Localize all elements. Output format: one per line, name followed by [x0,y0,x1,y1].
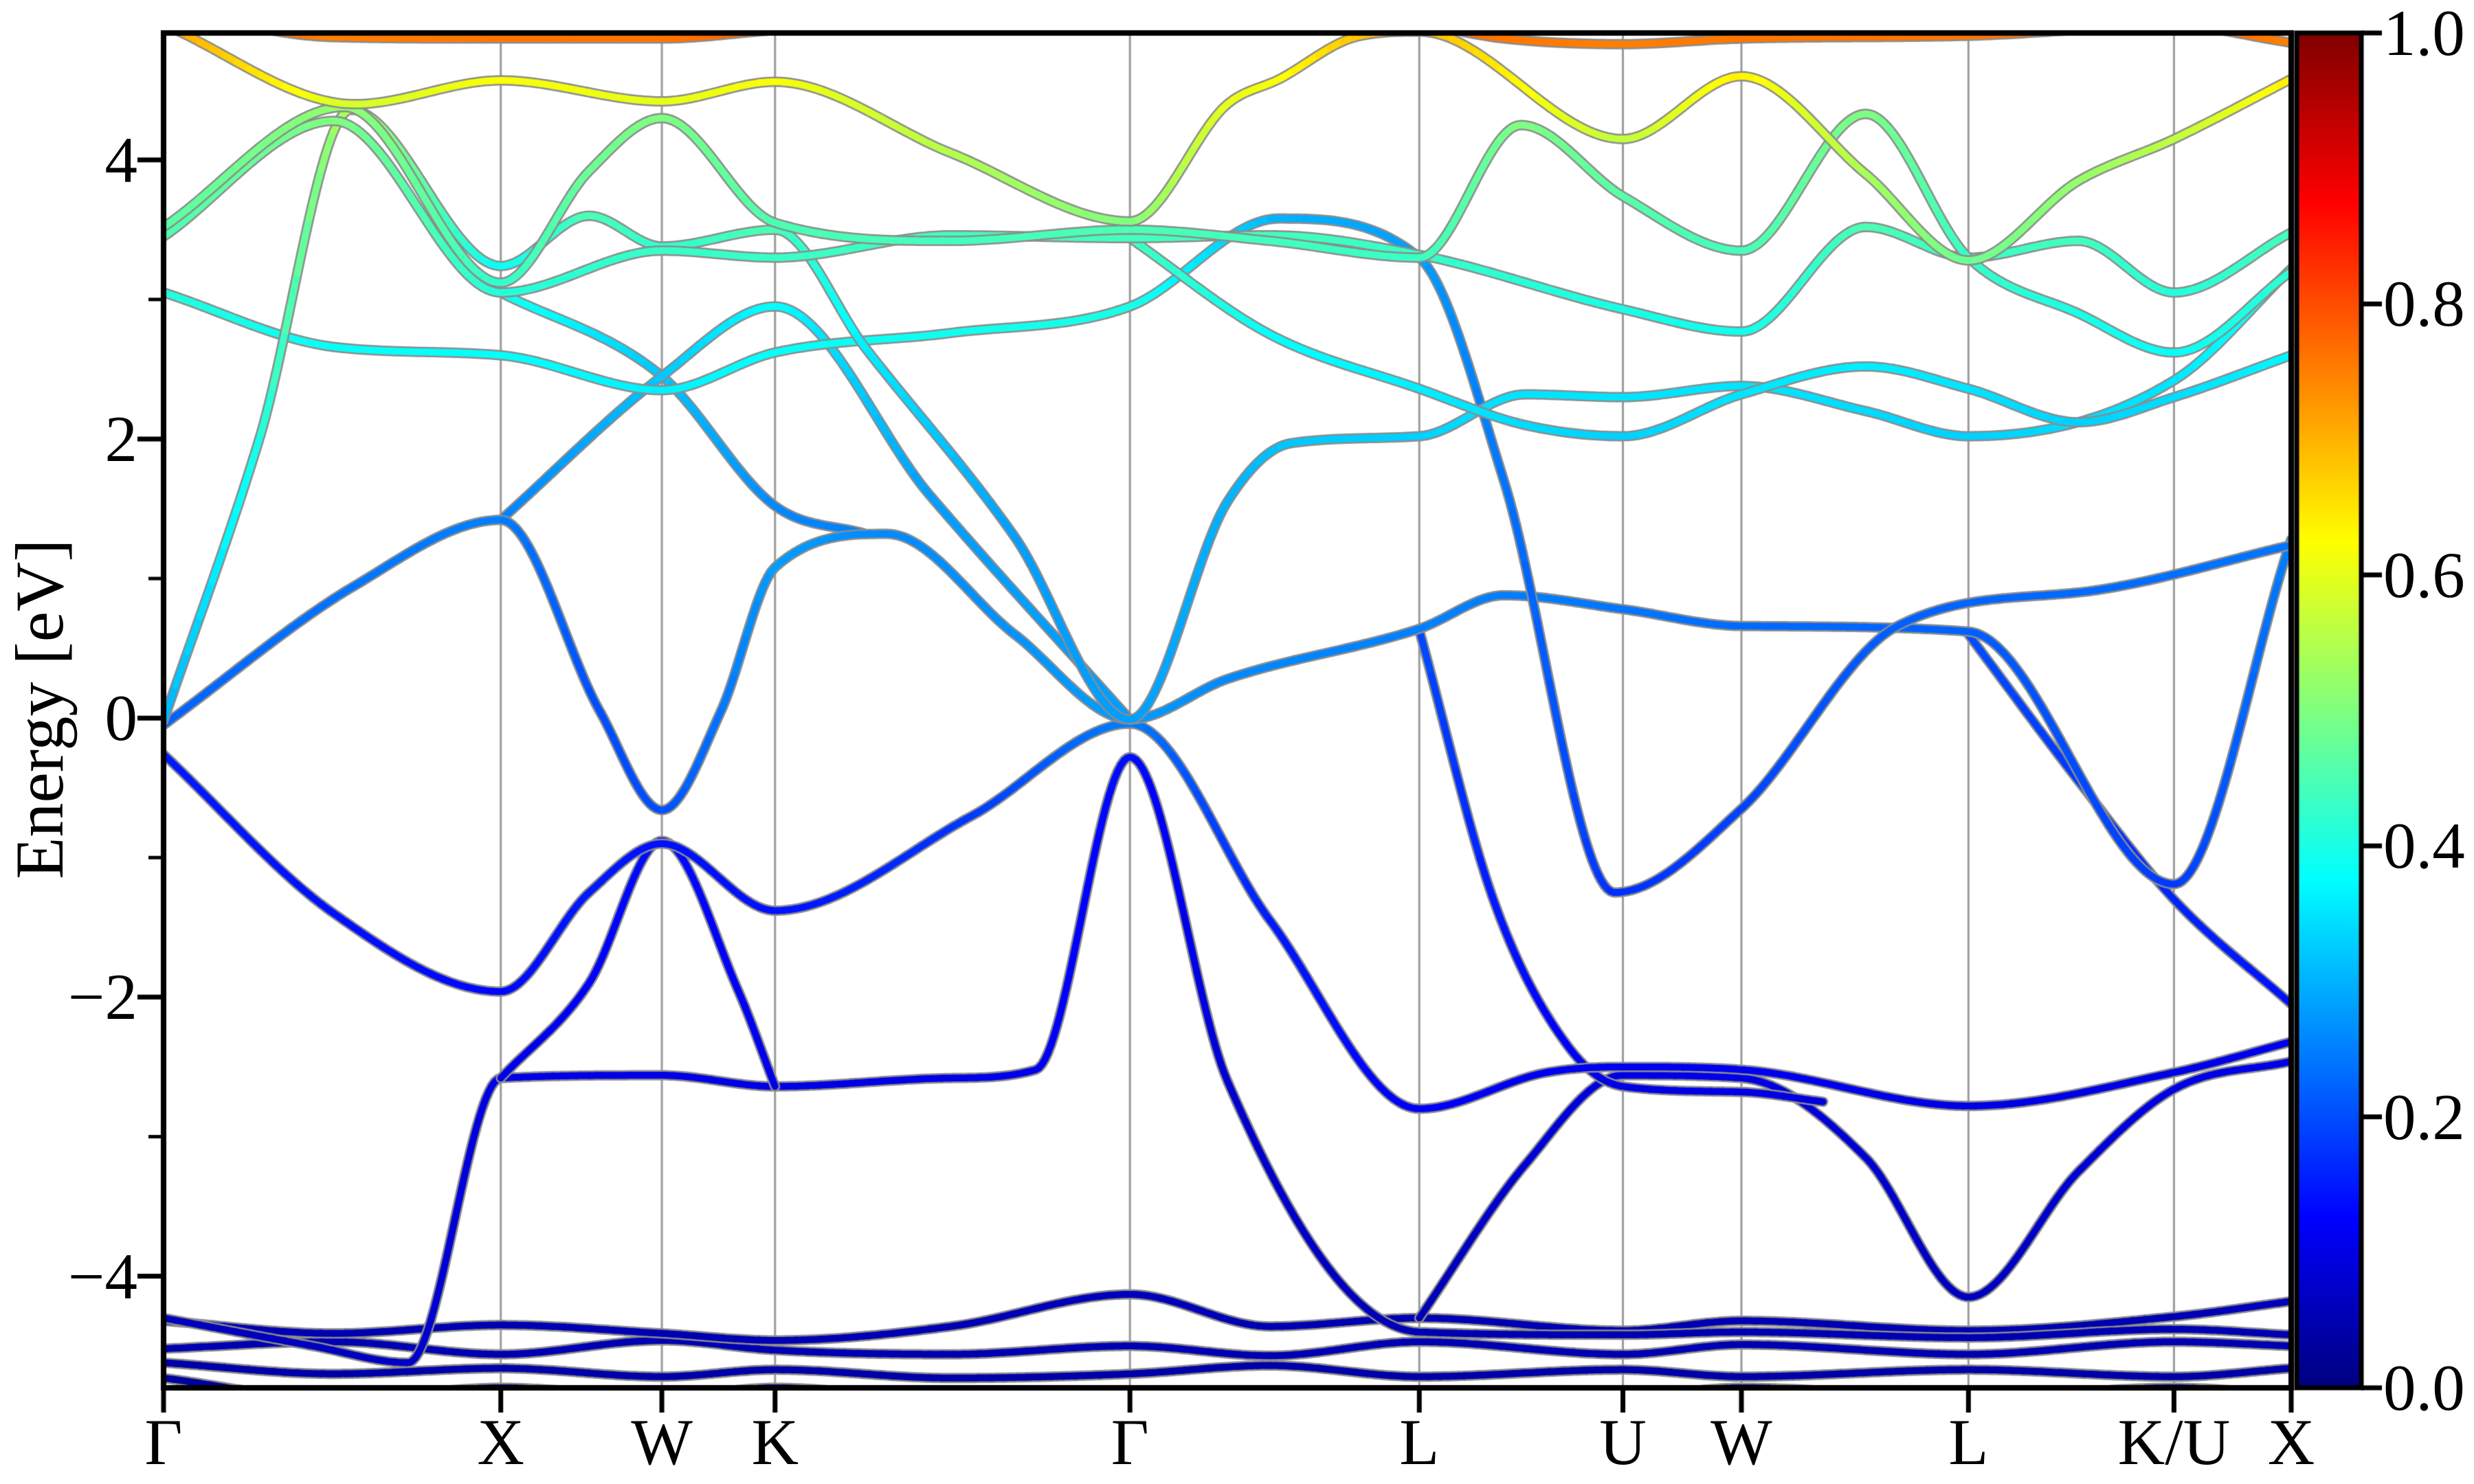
ktick-label-l2: L [1948,1406,1989,1479]
ytick-label-neg4: −4 [67,1239,137,1313]
colorbar-label-0.0: 0.0 [2383,1351,2465,1424]
colorbar-label-0.2: 0.2 [2383,1080,2465,1154]
ktick-label-x1: X [477,1406,524,1479]
ktick-label-x2: X [2267,1406,2315,1479]
colorbar-label-0.4: 0.4 [2383,809,2465,883]
ktick-label-gamma1: Γ [144,1406,183,1479]
ytick-label-0: 0 [104,682,138,755]
ktick-label-l1: L [1399,1406,1440,1479]
colorbar-label-0.8: 0.8 [2383,267,2465,341]
ytick-label-4: 4 [104,123,138,196]
colorbar-label-0.6: 0.6 [2383,538,2465,611]
ktick-label-u: U [1599,1406,1647,1479]
ktick-label-gamma2: Γ [1111,1406,1149,1479]
colorbar-label-1.0: 1.0 [2383,0,2465,69]
ktick-label-k: K [751,1406,799,1479]
ktick-label-ku: K/U [2117,1406,2231,1479]
ktick-label-w1: W [631,1406,693,1479]
ytick-label-neg2: −2 [67,960,137,1034]
ytick-label-2: 2 [104,402,138,475]
ktick-label-w2: W [1710,1406,1772,1479]
